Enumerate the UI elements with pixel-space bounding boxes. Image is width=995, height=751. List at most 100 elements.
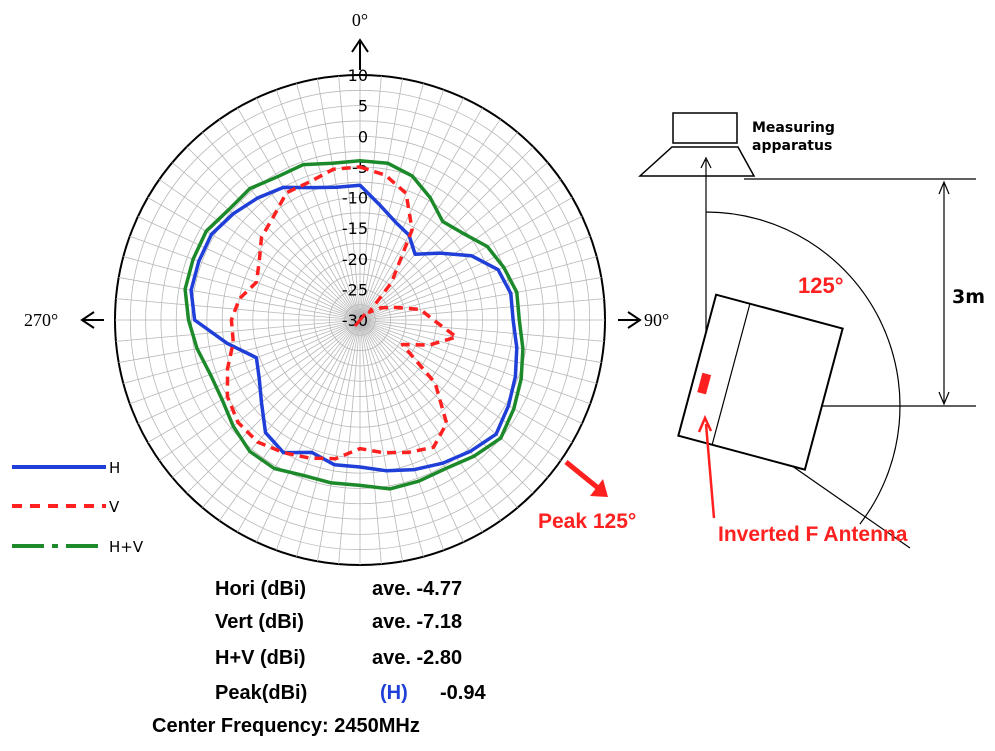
- grid-spoke: [359, 277, 602, 321]
- hori-value: ave. -4.77: [372, 578, 463, 600]
- setup-diagram: Measuring apparatus 3m 125° Inverted F A…: [638, 112, 985, 549]
- grid-spoke: [147, 319, 361, 443]
- peak-arrow-line: [564, 460, 605, 494]
- antenna-element: [697, 372, 712, 395]
- grid-spoke: [359, 319, 382, 565]
- grid-spoke: [359, 216, 583, 321]
- vert-value: ave. -7.18: [372, 611, 463, 633]
- radial-tick-label: -15: [342, 219, 368, 238]
- grid-spoke: [317, 78, 361, 321]
- grid-spoke: [219, 119, 361, 321]
- grid-spoke: [275, 89, 361, 321]
- grid-spoke: [129, 319, 361, 405]
- antenna-pointer-line: [704, 423, 716, 519]
- angle-label-left: 270°: [24, 310, 58, 330]
- hv-label: H+V (dBi): [215, 647, 306, 669]
- distance-arrowhead-bottom-icon: [938, 391, 950, 406]
- grid-spoke: [296, 83, 361, 321]
- angle-axis: 0° 90° 270°: [24, 10, 669, 330]
- grid-spoke: [359, 319, 597, 384]
- grid-spoke: [359, 89, 445, 321]
- grid-spoke: [359, 107, 483, 321]
- apparatus-label-line2: apparatus: [752, 138, 832, 154]
- radial-tick-label: 10: [348, 66, 368, 85]
- grid-spoke: [359, 298, 605, 321]
- hori-label: Hori (dBi): [215, 578, 307, 600]
- radial-tick-label: -20: [342, 250, 368, 269]
- radial-tick-label: -10: [342, 189, 368, 208]
- vertical-axis-arrowhead-icon: [700, 156, 712, 169]
- grid-spoke: [317, 319, 361, 562]
- rotation-angle-label: 125°: [798, 273, 844, 298]
- apparatus-label-line1: Measuring: [752, 120, 835, 136]
- grid-spoke: [129, 235, 361, 321]
- grid-spoke: [137, 319, 361, 424]
- grid-spoke: [338, 319, 361, 565]
- grid-spoke: [202, 319, 361, 508]
- rotation-arc: [705, 211, 901, 525]
- antenna-label: Inverted F Antenna: [718, 523, 908, 546]
- vert-label: Vert (dBi): [215, 611, 304, 633]
- grid-spoke: [359, 119, 501, 321]
- polar-series: [183, 159, 525, 491]
- grid-spoke: [359, 78, 403, 321]
- grid-spoke: [123, 256, 361, 321]
- grid-spoke: [359, 256, 597, 321]
- right-arrowhead-icon: [627, 311, 642, 329]
- legend: H V H+V: [12, 459, 144, 556]
- grid-spoke: [359, 319, 464, 543]
- grid-spoke: [359, 319, 605, 342]
- grid-spoke: [359, 319, 561, 461]
- grid-spoke: [159, 179, 361, 321]
- grid-spoke: [118, 319, 361, 363]
- grid-spoke: [359, 319, 445, 551]
- device-under-test: [677, 293, 844, 471]
- center-frequency: Center Frequency: 2450MHz: [152, 715, 420, 737]
- grid-spoke: [359, 319, 518, 508]
- grid-spoke: [256, 319, 361, 543]
- legend-label-v: V: [109, 498, 120, 516]
- angle-label-top: 0°: [352, 10, 368, 30]
- grid-spoke: [359, 319, 602, 363]
- apparatus-base: [638, 146, 756, 177]
- legend-label-h: H: [109, 459, 120, 477]
- radial-tick-label: -25: [342, 280, 368, 299]
- grid-spoke: [359, 197, 573, 321]
- grid-spoke: [172, 162, 361, 321]
- grid-spoke: [359, 319, 403, 562]
- grid-spoke: [359, 319, 501, 521]
- grid-spoke: [359, 146, 534, 321]
- peak-annotation: Peak 125°: [538, 460, 636, 533]
- distance-label: 3m: [952, 286, 985, 308]
- peak-label: Peak(dBi): [215, 682, 308, 704]
- grid-spoke: [115, 298, 361, 321]
- grid-spoke: [359, 319, 591, 405]
- antenna-pointer-arrowhead-icon: [697, 414, 713, 433]
- grid-spoke: [147, 197, 361, 321]
- grid-spoke: [219, 319, 361, 521]
- grid-spoke: [359, 319, 548, 478]
- grid-spoke: [359, 319, 483, 533]
- grid-spoke: [275, 319, 361, 551]
- distance-arrowhead-top-icon: [938, 180, 950, 195]
- peak-annotation-label: Peak 125°: [538, 510, 636, 533]
- grid-spoke: [186, 146, 361, 321]
- grid-spoke: [296, 319, 361, 557]
- grid-spoke: [359, 97, 464, 321]
- grid-spoke: [137, 216, 361, 321]
- grid-spoke: [359, 319, 573, 443]
- radial-tick-label: -30: [342, 311, 368, 330]
- top-arrowhead-icon: [351, 38, 369, 53]
- grid-spoke: [359, 162, 548, 321]
- grid-spoke: [338, 75, 361, 321]
- peak-polarization: (H): [380, 682, 408, 704]
- grid-spoke: [115, 319, 361, 342]
- peak-value: -0.94: [440, 682, 486, 704]
- legend-label-hv: H+V: [109, 538, 144, 556]
- grid-spoke: [202, 132, 361, 321]
- radial-tick-label: 0: [358, 127, 368, 146]
- grid-spoke: [359, 83, 424, 321]
- angle-label-right: 90°: [644, 310, 669, 330]
- grid-spoke: [359, 319, 534, 494]
